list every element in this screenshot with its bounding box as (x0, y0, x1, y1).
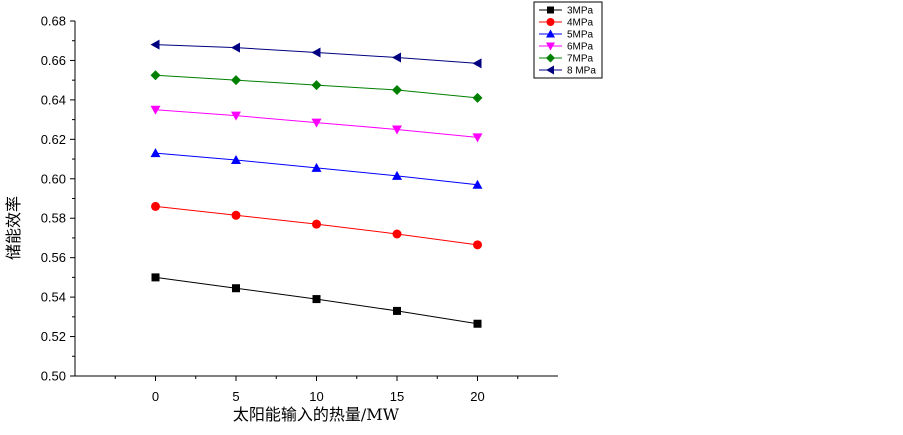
legend-label: 3MPa (567, 6, 594, 17)
data-point (231, 155, 241, 165)
x-tick-label: 15 (390, 389, 404, 404)
data-point (311, 162, 322, 172)
data-point (231, 42, 240, 53)
legend-item: 6MPa (539, 42, 594, 53)
data-point (150, 70, 161, 81)
data-point (150, 148, 161, 158)
data-point (546, 65, 554, 75)
x-tick-label: 10 (309, 389, 323, 404)
legend-label: 8 MPa (567, 66, 596, 77)
series-8mpa (150, 39, 482, 69)
series-5mpa (150, 148, 483, 189)
series-6mpa (150, 105, 483, 143)
legend-label: 4MPa (567, 18, 594, 29)
data-point (472, 58, 482, 69)
data-point (150, 39, 160, 50)
series-4mpa (151, 201, 482, 250)
data-point (392, 52, 401, 63)
y-axis-title: 储能效率 (4, 196, 23, 260)
data-point (231, 111, 241, 121)
legend-label: 7MPa (567, 54, 594, 65)
data-point (311, 47, 321, 58)
data-point (151, 273, 160, 282)
data-point (472, 179, 483, 189)
legend-item: 4MPa (539, 18, 594, 29)
data-point (311, 118, 322, 128)
axes: 0.50 0.52 0.54 0.56 0.58 0.60 0.62 0.64 0.66 0.68… (41, 14, 558, 404)
data-point (473, 319, 482, 328)
series-7mpa (150, 70, 483, 103)
legend-item: 5MPa (539, 29, 594, 41)
data-point (311, 80, 322, 91)
series-3mpa (151, 273, 482, 328)
y-tick-label: 0.56 (41, 250, 66, 265)
x-tick-label: 0 (152, 389, 159, 404)
y-tick-label: 0.64 (41, 92, 66, 107)
data-point (472, 133, 483, 143)
data-point (546, 29, 555, 38)
data-point (547, 6, 554, 14)
data-point (392, 125, 402, 135)
y-tick-label: 0.60 (41, 171, 66, 186)
legend-item: 3MPa (539, 6, 594, 17)
data-point (392, 229, 402, 239)
x-axis-title: 太阳能输入的热量/MW (233, 405, 400, 424)
y-tick-label: 0.58 (41, 211, 66, 226)
y-tick-label: 0.66 (41, 53, 66, 68)
data-point (392, 170, 402, 180)
data-point (150, 105, 161, 115)
data-point (231, 75, 241, 86)
x-tick-label: 20 (470, 389, 484, 404)
legend-box (533, 1, 603, 79)
y-tick-label: 0.52 (41, 329, 66, 344)
y-tick-label: 0.68 (41, 14, 66, 29)
y-tick-label: 0.62 (41, 132, 66, 147)
data-point (151, 201, 160, 211)
data-point (312, 219, 321, 229)
x-tick-label: 5 (232, 389, 239, 404)
data-point (312, 295, 321, 304)
data-point (473, 240, 482, 250)
series-layer (150, 39, 483, 328)
data-point (231, 210, 241, 220)
y-tick-label: 0.50 (41, 369, 66, 384)
data-point (472, 92, 483, 103)
legend-label: 5MPa (567, 30, 594, 41)
legend-item: 8 MPa (539, 65, 596, 77)
data-point (232, 284, 240, 293)
data-point (393, 306, 401, 315)
data-point (392, 85, 402, 96)
data-point (546, 18, 555, 26)
legend-item: 7MPa (539, 53, 594, 65)
data-point (546, 42, 555, 51)
data-point (546, 53, 555, 63)
y-tick-label: 0.54 (41, 290, 66, 305)
legend-label: 6MPa (567, 42, 594, 53)
